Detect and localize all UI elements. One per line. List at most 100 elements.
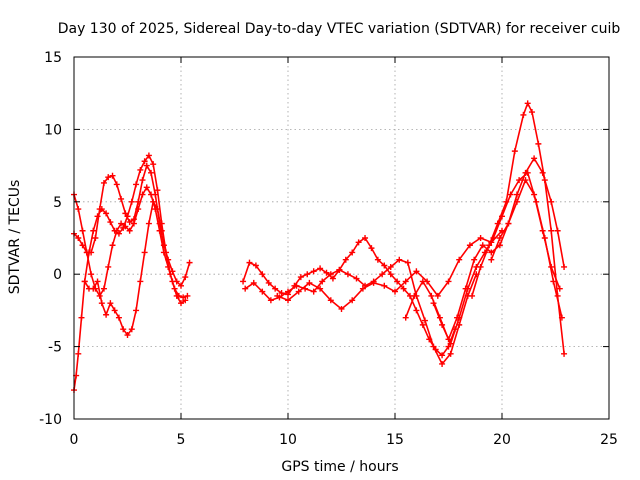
data-point	[524, 100, 531, 107]
data-point	[154, 206, 161, 213]
data-point	[100, 285, 107, 292]
data-point	[113, 181, 120, 188]
data-point	[430, 343, 437, 350]
series-trace	[73, 164, 191, 287]
series-trace	[276, 230, 503, 310]
y-axis-label: SDTVAR / TECUs	[7, 180, 23, 295]
data-point	[310, 288, 317, 295]
data-point	[182, 274, 189, 281]
data-point	[79, 227, 86, 234]
data-point	[150, 161, 157, 168]
data-point	[130, 220, 137, 227]
data-point	[310, 268, 317, 275]
data-point	[387, 263, 394, 270]
data-point	[83, 249, 90, 256]
data-point	[464, 285, 471, 292]
data-point	[126, 227, 133, 234]
data-point	[456, 256, 463, 263]
data-point	[368, 245, 375, 252]
data-point	[105, 263, 112, 270]
data-point	[349, 297, 356, 304]
data-point	[126, 219, 133, 226]
data-point	[511, 148, 518, 155]
series-6	[242, 256, 480, 367]
data-point	[541, 235, 548, 241]
data-point	[477, 263, 484, 270]
data-point	[479, 242, 486, 249]
series-7	[274, 227, 505, 312]
data-point	[304, 271, 311, 278]
data-point	[113, 227, 120, 234]
data-point	[135, 206, 142, 213]
series-trace	[244, 258, 478, 365]
data-point	[439, 321, 446, 328]
data-point	[329, 275, 336, 282]
data-point	[319, 278, 326, 285]
data-point	[145, 220, 152, 227]
data-point	[115, 314, 122, 321]
data-point	[75, 235, 82, 241]
data-point	[90, 227, 97, 234]
data-point	[505, 220, 512, 227]
data-point	[107, 300, 114, 307]
data-point	[421, 317, 428, 324]
data-point	[392, 288, 398, 295]
data-point	[550, 278, 557, 285]
data-point	[173, 292, 180, 299]
y-tick-label: -10	[39, 412, 62, 428]
data-point	[148, 191, 155, 198]
data-point	[96, 206, 103, 213]
series-11	[488, 155, 568, 270]
data-point	[133, 181, 140, 188]
data-point	[535, 140, 542, 147]
data-point	[513, 191, 520, 198]
series-5	[240, 235, 458, 359]
data-point	[516, 177, 523, 184]
x-tick-label: 20	[493, 432, 511, 448]
data-point	[118, 195, 125, 202]
data-point	[118, 220, 125, 227]
data-point	[359, 285, 366, 292]
data-point	[128, 198, 135, 205]
data-point	[477, 235, 484, 241]
data-point	[154, 187, 161, 194]
data-point	[184, 292, 191, 299]
data-point	[338, 305, 345, 312]
data-point	[548, 198, 555, 205]
data-point	[494, 220, 501, 227]
data-point	[285, 288, 291, 295]
data-point	[242, 285, 249, 292]
series-trace	[471, 102, 565, 355]
data-point	[471, 256, 478, 263]
plot-frame	[73, 56, 610, 420]
data-point	[402, 278, 409, 285]
data-point	[306, 279, 313, 286]
data-point	[556, 285, 563, 292]
x-tick-label: 0	[70, 432, 79, 448]
data-point	[503, 198, 510, 205]
data-point	[411, 292, 418, 299]
y-tick-label: 5	[53, 195, 62, 211]
data-point	[531, 155, 538, 162]
axis-ticks: 0 5 10 15 20 25 -10 -5 0 5 10 15	[39, 50, 618, 448]
data-point	[486, 242, 493, 249]
data-point	[92, 235, 99, 241]
x-tick-label: 25	[600, 432, 618, 448]
data-point	[100, 179, 107, 186]
data-point	[434, 292, 441, 299]
data-point	[182, 297, 189, 304]
data-point	[522, 177, 529, 184]
data-point	[355, 239, 362, 246]
data-point	[554, 292, 561, 299]
data-point	[265, 279, 272, 286]
data-point	[75, 350, 82, 357]
grid-lines	[74, 57, 609, 419]
data-point	[317, 285, 324, 292]
series-9	[430, 169, 565, 347]
data-point	[342, 256, 349, 263]
data-point	[539, 169, 546, 176]
data-point	[488, 249, 495, 256]
data-point	[327, 271, 334, 278]
data-point	[79, 242, 86, 249]
